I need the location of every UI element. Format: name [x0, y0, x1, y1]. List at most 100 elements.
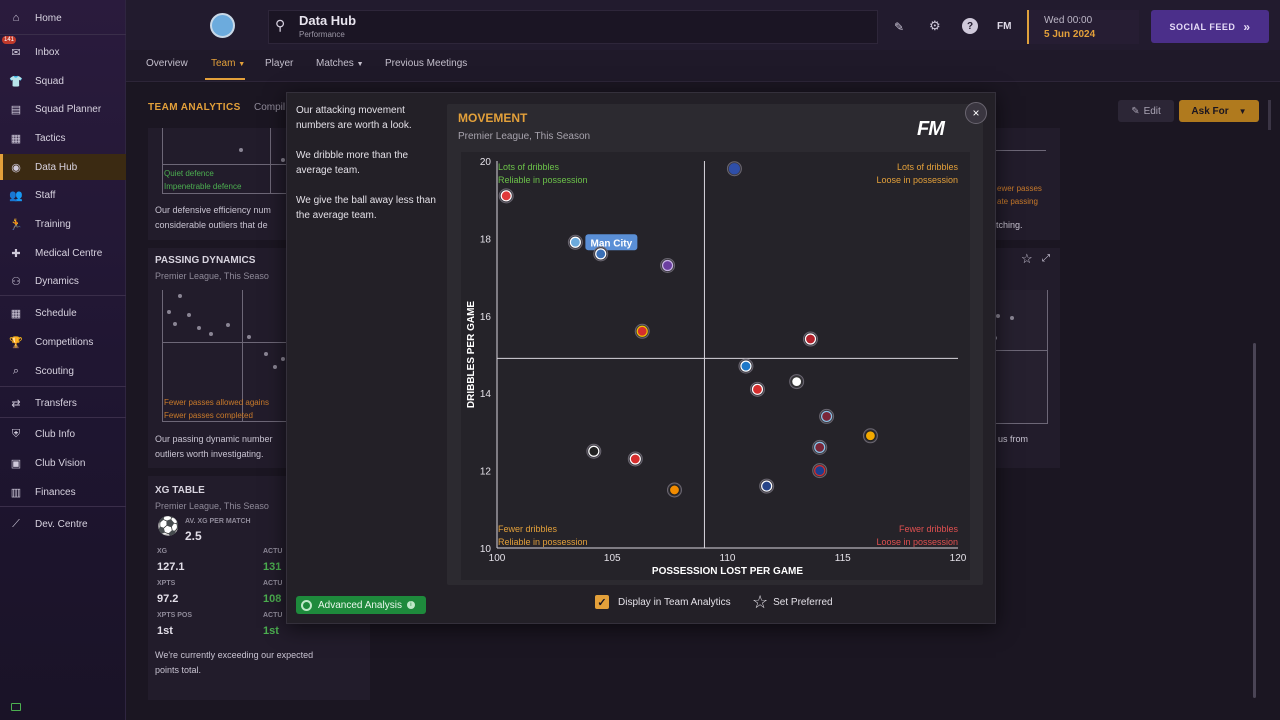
scouting-icon: ⌕	[12, 364, 20, 377]
display-in-team-analytics-toggle[interactable]: ✓ Display in Team Analytics	[595, 594, 731, 610]
social-feed-button[interactable]: SOCIAL FEED »	[1151, 10, 1269, 43]
tab-team[interactable]: Team ▼	[211, 58, 245, 69]
tab-overview[interactable]: Overview	[146, 58, 188, 69]
section-subtitle: Compil	[254, 102, 286, 113]
sidebar-item-home[interactable]: ⌂ Home	[0, 5, 126, 31]
active-tab-indicator	[205, 78, 245, 80]
globe-icon[interactable]: ⚙	[929, 18, 941, 33]
status-icon[interactable]	[11, 703, 21, 711]
sidebar-item-label: Dev. Centre	[35, 518, 88, 530]
quadrant-label: Fewer passes allowed agains	[164, 398, 269, 407]
sidebar-item-label: Data Hub	[35, 161, 78, 173]
xpts-pos-label: XPTS POS	[157, 612, 193, 619]
chart-subtitle: Premier League, This Season	[458, 131, 591, 142]
sidebar-item-data-hub[interactable]: ◉ Data Hub	[0, 154, 126, 180]
defensive-card[interactable]	[148, 128, 288, 240]
tab-player[interactable]: Player	[265, 58, 294, 69]
close-icon: ×	[972, 106, 980, 120]
passing-dynamics-card[interactable]	[148, 248, 288, 468]
checkbox-checked-icon[interactable]: ✓	[595, 595, 609, 609]
quadrant-label: ate passing	[997, 197, 1038, 206]
plot-area	[461, 152, 970, 580]
date-display[interactable]	[1027, 10, 1139, 44]
data-hub-icon: ◉	[11, 161, 21, 174]
pencil-icon: ✎	[1131, 105, 1140, 117]
xpts-label: XPTS	[157, 580, 176, 587]
analysis-icon	[301, 599, 312, 611]
planner-icon: ▤	[10, 103, 22, 116]
quadrant-label: Quiet defence	[164, 169, 214, 178]
ask-for-label: Ask For	[1191, 105, 1229, 117]
trophy-icon: 🏆	[9, 336, 23, 349]
sidebar-item-transfers[interactable]: ⇄ Transfers	[0, 390, 126, 416]
star-icon: ☆	[752, 591, 769, 612]
club-crest-icon[interactable]	[210, 13, 235, 38]
ask-for-button[interactable]: Ask For ▼	[1179, 100, 1259, 122]
fm-menu-icon[interactable]: FM	[997, 21, 1012, 32]
sidebar-item-label: Scouting	[35, 365, 74, 377]
tab-matches[interactable]: Matches ▼	[316, 58, 364, 69]
sidebar-item-club-info[interactable]: ⛨ Club Info	[0, 421, 126, 447]
sidebar-item-inbox[interactable]: ✉ Inbox 141	[0, 36, 126, 65]
tab-previous-meetings[interactable]: Previous Meetings	[385, 58, 468, 69]
sidebar-item-label: Training	[35, 218, 71, 230]
date-time: Wed 00:00	[1044, 15, 1093, 26]
actual-value: 131	[263, 561, 282, 573]
sidebar-item-squad-planner[interactable]: ▤ Squad Planner	[0, 96, 126, 122]
sidebar-item-schedule[interactable]: ▦ Schedule	[0, 300, 126, 326]
card-summary: considerable outliers that de	[155, 220, 268, 230]
card-summary: Our passing dynamic number	[155, 434, 273, 444]
scrollbar[interactable]	[1253, 343, 1256, 698]
divider	[990, 150, 1046, 151]
scrollbar-top[interactable]	[1268, 100, 1271, 130]
sidebar-divider	[0, 386, 126, 387]
divider	[162, 164, 286, 165]
star-icon[interactable]: ☆	[1021, 251, 1033, 266]
actual-label: ACTU	[263, 580, 283, 587]
actual-label: ACTU	[263, 612, 283, 619]
xpts-pos-value: 1st	[157, 625, 173, 637]
sidebar-item-competitions[interactable]: 🏆 Competitions	[0, 329, 126, 355]
chevron-down-icon: ▼	[238, 61, 246, 68]
right-card-top[interactable]	[990, 128, 1060, 240]
staff-icon: 👥	[9, 189, 23, 202]
sidebar-divider	[0, 34, 126, 35]
chevron-down-icon: ▼	[356, 61, 364, 68]
shirt-icon: 👕	[9, 75, 23, 88]
sidebar-item-dev-centre[interactable]: ⟋ Dev. Centre	[0, 511, 126, 537]
help-icon[interactable]: ?	[962, 18, 978, 34]
set-preferred-button[interactable]: ☆ Set Preferred	[752, 592, 833, 612]
page-subtitle: Performance	[299, 30, 345, 39]
close-button[interactable]: ×	[965, 102, 987, 124]
expand-icon[interactable]: ⤢	[1042, 253, 1050, 264]
sidebar-item-dynamics[interactable]: ⚇ Dynamics	[0, 268, 126, 294]
pencil-icon[interactable]: ✎	[894, 20, 905, 34]
quadrant-label: Fewer passes completed	[164, 411, 253, 420]
sidebar-item-label: Staff	[35, 189, 56, 201]
inbox-count-badge: 141	[2, 36, 17, 44]
card-summary: points total.	[155, 665, 202, 675]
sidebar-item-squad[interactable]: 👕 Squad	[0, 68, 126, 94]
search-icon[interactable]: ⚲	[275, 17, 286, 33]
advanced-analysis-button[interactable]: Advanced Analysis i	[296, 596, 426, 614]
sidebar-item-club-vision[interactable]: ▣ Club Vision	[0, 450, 126, 476]
sidebar-item-scouting[interactable]: ⌕ Scouting	[0, 358, 126, 384]
card-title: XG TABLE	[155, 485, 205, 496]
sidebar-item-medical-centre[interactable]: ✚ Medical Centre	[0, 240, 126, 266]
divider	[242, 290, 243, 422]
sidebar-item-tactics[interactable]: ▦ Tactics	[0, 125, 126, 151]
sidebar-item-staff[interactable]: 👥 Staff	[0, 182, 126, 208]
sidebar-item-training[interactable]: 🏃 Training	[0, 211, 126, 237]
finances-icon: ▥	[10, 486, 22, 499]
xg-value: 127.1	[157, 561, 185, 573]
tactics-icon: ▦	[10, 132, 22, 145]
edit-button[interactable]: ✎ Edit	[1118, 100, 1174, 122]
insight-text: Our attacking movement numbers are worth…	[296, 105, 412, 131]
divider	[270, 128, 271, 194]
sidebar-item-finances[interactable]: ▥ Finances	[0, 479, 126, 505]
edit-label: Edit	[1143, 105, 1161, 117]
card-summary: us from	[998, 434, 1029, 444]
sidebar-item-label: Club Vision	[35, 457, 86, 469]
page-header-box[interactable]	[268, 10, 878, 44]
fm-logo: FM	[917, 118, 945, 140]
